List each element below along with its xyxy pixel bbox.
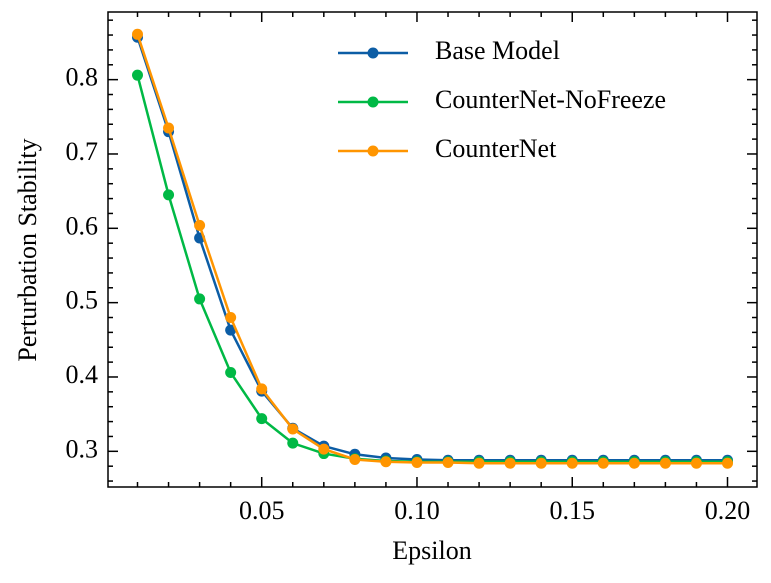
data-point — [287, 437, 299, 449]
data-point — [132, 28, 143, 40]
legend-marker — [367, 145, 379, 157]
y-tick-label: 0.5 — [66, 286, 99, 315]
y-tick-label: 0.4 — [66, 360, 99, 389]
y-tick-label: 0.8 — [66, 63, 99, 92]
data-point — [349, 453, 361, 465]
data-point — [566, 457, 578, 469]
x-tick-label: 0.15 — [549, 496, 595, 525]
data-point — [225, 324, 237, 336]
data-point — [659, 457, 671, 469]
data-point — [504, 457, 516, 469]
data-point — [442, 456, 454, 468]
data-point — [163, 122, 175, 134]
data-point — [722, 457, 733, 469]
y-tick-label: 0.3 — [66, 434, 99, 463]
data-point — [597, 457, 609, 469]
y-tick-label: 0.6 — [66, 211, 99, 240]
data-point — [473, 457, 485, 469]
legend-label: CounterNet — [435, 134, 557, 163]
data-point — [628, 457, 640, 469]
legend-label: CounterNet-NoFreeze — [435, 85, 666, 114]
data-point — [318, 443, 330, 455]
data-point — [535, 457, 547, 469]
data-point — [380, 456, 392, 468]
data-point — [194, 293, 206, 305]
data-point — [132, 69, 143, 81]
data-point — [256, 413, 268, 425]
data-point — [225, 312, 237, 324]
series-line — [136, 74, 728, 463]
data-point — [690, 457, 702, 469]
data-point — [256, 383, 268, 395]
y-axis-label: Perturbation Stability — [13, 138, 42, 361]
data-point — [225, 367, 237, 379]
plot-frame — [107, 11, 758, 488]
data-point — [411, 456, 423, 468]
x-tick-label: 0.05 — [239, 496, 285, 525]
legend-marker — [367, 96, 379, 108]
data-point — [287, 423, 299, 435]
y-tick-label: 0.7 — [66, 137, 99, 166]
x-axis-label: Epsilon — [392, 536, 471, 565]
legend-label: Base Model — [435, 36, 560, 65]
data-point — [194, 219, 206, 231]
x-tick-label: 0.20 — [705, 496, 751, 525]
data-point — [163, 189, 175, 201]
x-tick-label: 0.10 — [394, 496, 440, 525]
legend-marker — [367, 47, 379, 59]
